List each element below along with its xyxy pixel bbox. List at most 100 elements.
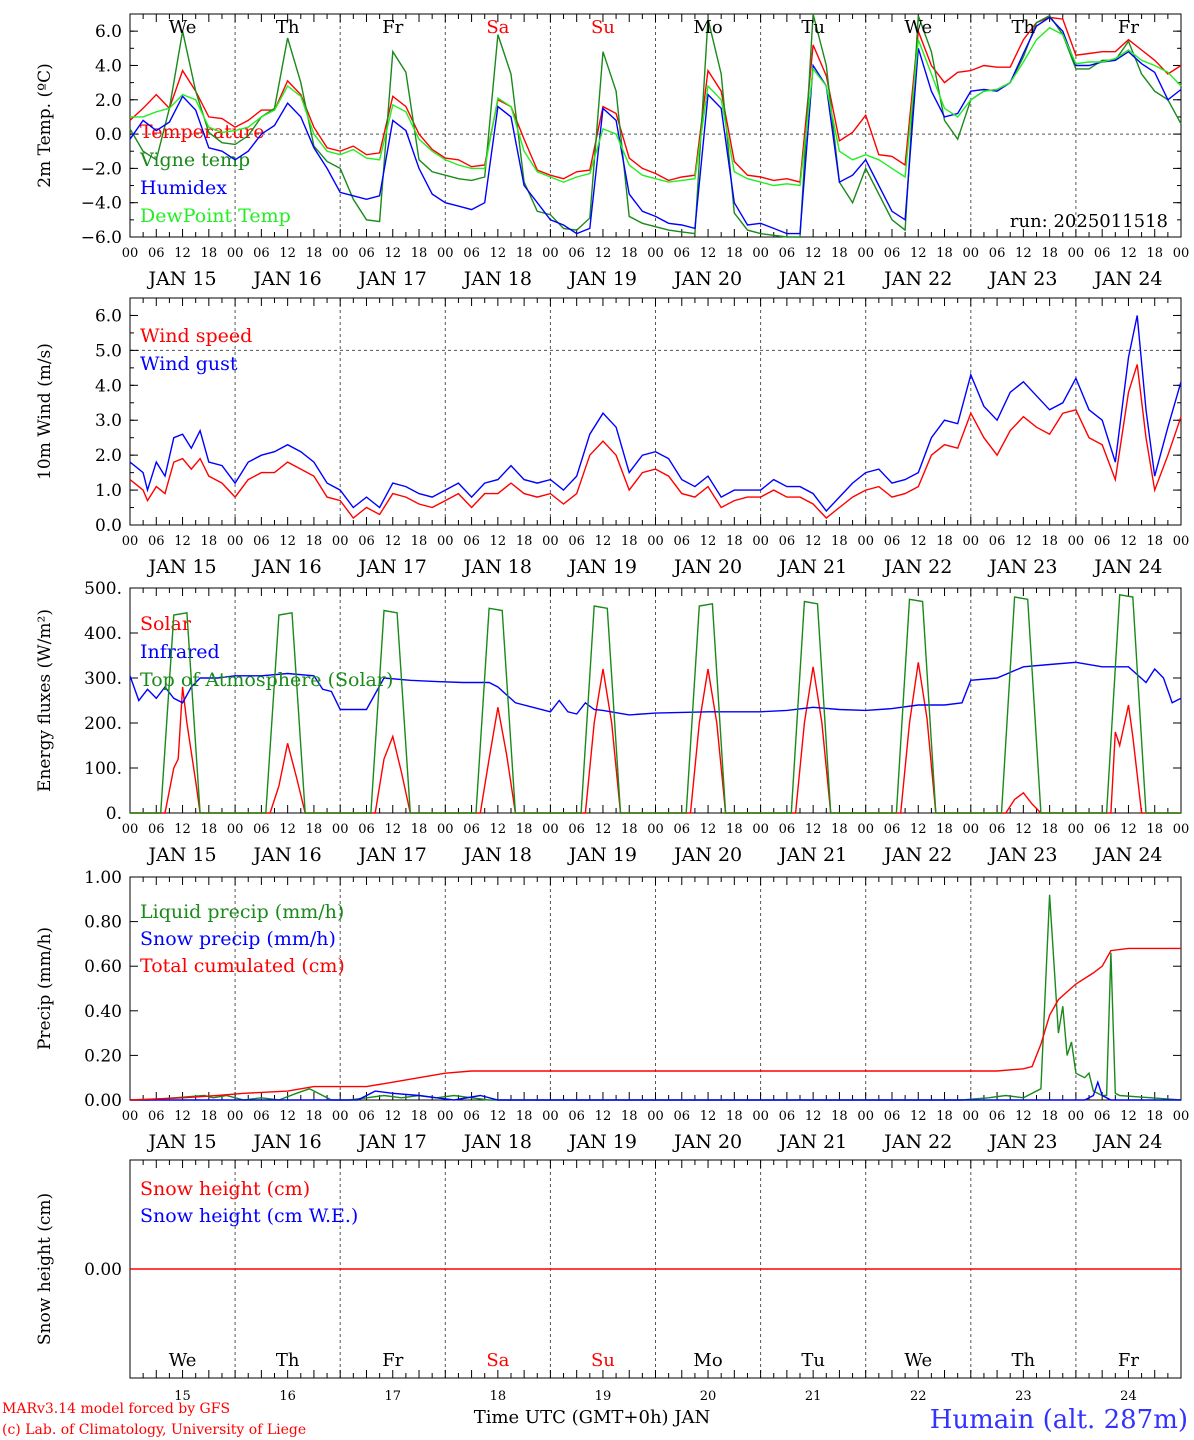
- x-axis-title: Time UTC (GMT+0h) JAN: [474, 1407, 711, 1428]
- date-label: JAN 22: [882, 268, 952, 290]
- y-tick-label: −6.0: [81, 228, 122, 248]
- date-label: JAN 24: [1092, 556, 1162, 578]
- y-tick-label: 0.0: [95, 516, 122, 536]
- hour-label: 18: [936, 534, 953, 549]
- day-number-label: 20: [700, 1389, 717, 1404]
- hour-label: 12: [174, 822, 191, 837]
- hour-label: 12: [384, 534, 401, 549]
- panel-5: 0.00 Snow height (cm) Snow height (cm) Snow…: [35, 1159, 1182, 1404]
- hour-label: 00: [1173, 1109, 1190, 1124]
- hour-label: 06: [779, 822, 796, 837]
- hour-label: 00: [1068, 534, 1085, 549]
- hour-label: 12: [910, 822, 927, 837]
- hour-label: 12: [910, 246, 927, 261]
- hour-label: 06: [148, 534, 165, 549]
- legend-label: Vigne temp: [139, 149, 250, 171]
- hour-label: 18: [726, 822, 743, 837]
- hour-label: 00: [857, 246, 874, 261]
- date-label: JAN 19: [567, 268, 637, 290]
- date-label: JAN 23: [987, 844, 1057, 866]
- legend-label: DewPoint Temp: [140, 205, 291, 227]
- legend-label: Top of Atmosphere (Solar): [140, 669, 393, 691]
- hour-label: 06: [1094, 246, 1111, 261]
- date-label: JAN 18: [462, 556, 532, 578]
- hour-label: 00: [542, 246, 559, 261]
- hour-label: 18: [516, 534, 533, 549]
- hour-label: 06: [568, 246, 585, 261]
- y-tick-label: 0.40: [84, 1002, 122, 1022]
- day-label: Fr: [382, 17, 403, 38]
- day-label: Th: [1012, 1350, 1036, 1371]
- hour-label: 12: [384, 822, 401, 837]
- y-tick-label: 0.: [106, 804, 122, 824]
- hour-label: 00: [542, 1109, 559, 1124]
- date-label: JAN 18: [462, 1131, 532, 1153]
- hour-label: 00: [437, 1109, 454, 1124]
- series-line-4-3: [129, 947, 1181, 1101]
- hour-label: 06: [779, 1109, 796, 1124]
- hour-label: 06: [989, 1109, 1006, 1124]
- hour-label: 18: [831, 534, 848, 549]
- hour-label: 12: [700, 534, 717, 549]
- hour-label: 12: [595, 822, 612, 837]
- hour-label: 12: [174, 1109, 191, 1124]
- day-number-label: 18: [490, 1389, 507, 1404]
- date-label: JAN 19: [567, 556, 637, 578]
- y-tick-label: 0.00: [84, 1091, 122, 1111]
- date-label: JAN 17: [357, 268, 427, 290]
- hour-label: 06: [253, 246, 270, 261]
- hour-label: 12: [700, 246, 717, 261]
- hour-label: 18: [1041, 1109, 1058, 1124]
- hour-label: 06: [463, 534, 480, 549]
- hour-label: 06: [674, 1109, 691, 1124]
- date-label: JAN 22: [882, 844, 952, 866]
- day-label: Th: [1012, 17, 1036, 38]
- date-label: JAN 19: [567, 1131, 637, 1153]
- hour-label: 18: [831, 246, 848, 261]
- day-label: We: [169, 17, 197, 38]
- date-label: JAN 15: [146, 556, 216, 578]
- hour-label: 06: [674, 246, 691, 261]
- y-axis-title: 10m Wind (m/s): [35, 343, 55, 480]
- hour-label: 00: [647, 534, 664, 549]
- hour-label: 12: [1015, 534, 1032, 549]
- y-tick-label: 0.20: [84, 1046, 122, 1066]
- hour-label: 18: [726, 534, 743, 549]
- hour-label: 12: [174, 534, 191, 549]
- hour-label: 06: [463, 246, 480, 261]
- hour-label: 00: [227, 246, 244, 261]
- hour-label: 18: [621, 1109, 638, 1124]
- hour-label: 00: [437, 246, 454, 261]
- hour-label: 06: [148, 1109, 165, 1124]
- hour-label: 00: [1068, 822, 1085, 837]
- hour-label: 18: [516, 822, 533, 837]
- y-tick-label: 4.0: [95, 376, 122, 396]
- hour-label: 12: [490, 1109, 507, 1124]
- hour-label: 00: [647, 246, 664, 261]
- hour-label: 12: [1120, 1109, 1137, 1124]
- series-line-1-2: [129, 13, 1182, 238]
- date-label: JAN 24: [1092, 268, 1162, 290]
- hour-label: 12: [1015, 1109, 1032, 1124]
- hour-label: 18: [621, 246, 638, 261]
- hour-label: 12: [700, 822, 717, 837]
- hour-label: 18: [516, 1109, 533, 1124]
- y-tick-label: 200.: [84, 714, 122, 734]
- station-label: Humain (alt. 287m): [930, 1405, 1188, 1435]
- hour-label: 12: [384, 1109, 401, 1124]
- hour-label: 06: [884, 822, 901, 837]
- hour-label: 12: [910, 1109, 927, 1124]
- series-line-3-2: [129, 661, 1182, 716]
- series-line-4-2: [130, 1079, 1181, 1101]
- y-tick-label: 3.0: [95, 411, 122, 431]
- hour-label: 06: [674, 822, 691, 837]
- hour-label: 18: [726, 1109, 743, 1124]
- hour-label: 12: [174, 246, 191, 261]
- hour-label: 18: [1146, 246, 1163, 261]
- date-label: JAN 20: [672, 268, 742, 290]
- date-label: JAN 17: [357, 844, 427, 866]
- hour-label: 12: [805, 1109, 822, 1124]
- hour-label: 00: [227, 1109, 244, 1124]
- hour-label: 18: [1146, 1109, 1163, 1124]
- hour-label: 06: [463, 822, 480, 837]
